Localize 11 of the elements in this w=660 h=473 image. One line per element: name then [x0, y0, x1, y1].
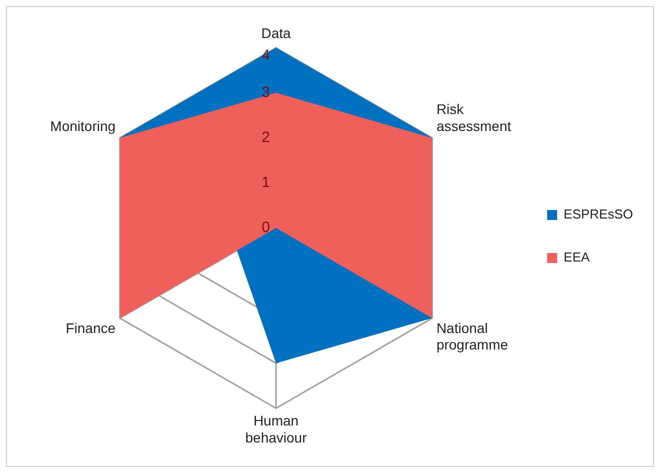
spoke-label: National programme [436, 320, 508, 353]
spoke-label: Risk assessment [436, 101, 512, 134]
spoke-label: Data [261, 25, 291, 42]
legend-label: EEA [564, 250, 590, 265]
y-tick-label: 1 [262, 174, 270, 192]
spoke-label: Human behaviour [245, 412, 308, 446]
y-tick-label: 0 [262, 219, 270, 236]
spoke-label: Monitoring [50, 118, 116, 134]
spoke-label: Finance [66, 320, 116, 336]
legend-label: ESPREsSO [564, 206, 634, 222]
y-tick-label: 2 [262, 129, 270, 146]
